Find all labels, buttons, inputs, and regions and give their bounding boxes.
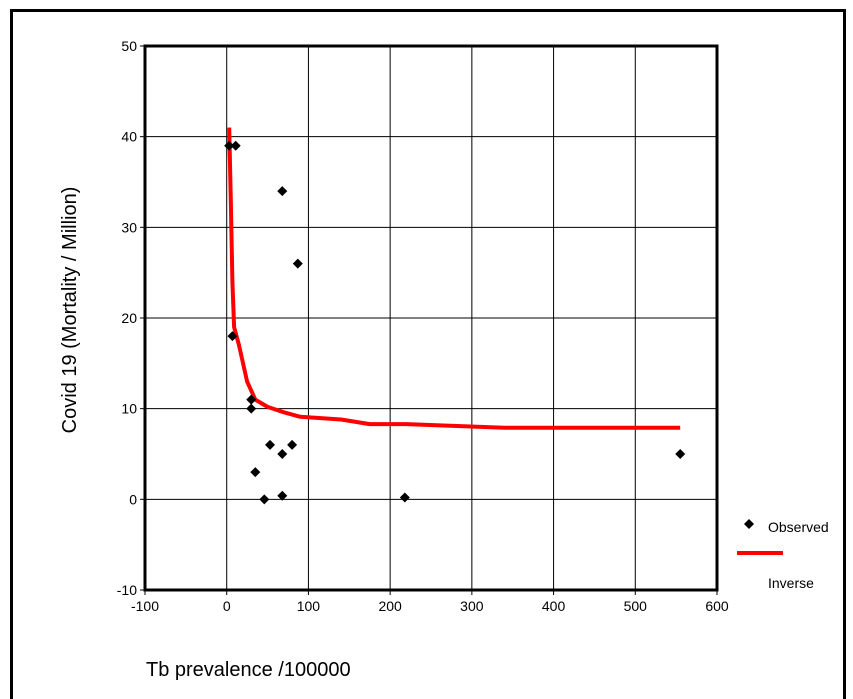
- chart-frame: [10, 9, 846, 699]
- y-axis-title: Covid 19 (Mortality / Million): [59, 187, 81, 434]
- observed-point: [277, 186, 288, 197]
- inverse-fit-line: [227, 127, 681, 430]
- observed-point: [224, 140, 235, 151]
- observed-point: [227, 331, 238, 342]
- x-tick-label: -100: [131, 598, 159, 614]
- x-tick-label: 300: [460, 598, 484, 614]
- observed-point: [277, 490, 288, 501]
- x-axis-title: Tb prevalence /100000: [146, 659, 351, 681]
- y-tick-label: 50: [121, 38, 137, 54]
- x-tick-label: 600: [705, 598, 729, 614]
- observed-point: [246, 394, 257, 405]
- observed-point: [230, 140, 241, 151]
- observed-point: [259, 494, 270, 505]
- observed-point: [246, 403, 257, 414]
- x-tick-label: 500: [624, 598, 648, 614]
- y-tick-label: 20: [121, 310, 137, 326]
- y-tick-label: 10: [121, 401, 137, 417]
- legend-label-observed: Observed: [768, 519, 829, 535]
- observed-point: [277, 449, 288, 459]
- legend: Observed Inverse: [737, 519, 829, 591]
- grid: [145, 46, 717, 590]
- legend-label-inverse: Inverse: [768, 575, 814, 591]
- observed-point: [292, 258, 303, 269]
- y-tick-label: 40: [121, 129, 137, 145]
- x-tick-label: 100: [297, 598, 321, 614]
- observed-point: [250, 467, 261, 478]
- legend-marker-observed: [744, 519, 754, 529]
- observed-point: [675, 449, 686, 459]
- observed-point: [265, 439, 276, 450]
- x-tick-label: 400: [542, 598, 566, 614]
- observed-point: [399, 492, 410, 503]
- y-tick-label: -10: [117, 582, 137, 598]
- y-tick-label: 30: [121, 219, 137, 235]
- y-axis-ticks: -10 0 10 20 30 40 50: [117, 38, 145, 598]
- series: [224, 127, 686, 505]
- x-axis-ticks: -100 0 100 200 300 400 500 600: [131, 590, 729, 614]
- y-tick-label: 0: [129, 491, 137, 507]
- x-tick-label: 200: [378, 598, 402, 614]
- observed-point: [287, 439, 298, 450]
- x-tick-label: 0: [223, 598, 231, 614]
